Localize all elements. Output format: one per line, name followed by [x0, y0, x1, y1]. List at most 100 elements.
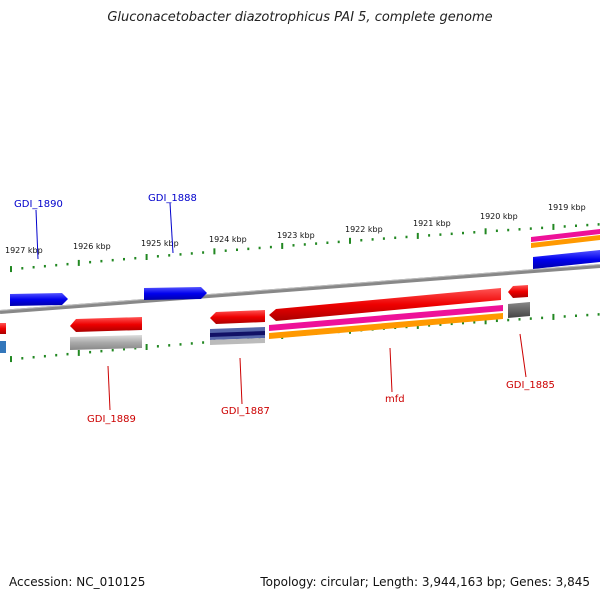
gene-arrow-gdi-1888[interactable] — [144, 287, 207, 300]
gene-arrow-gdi-1885[interactable] — [508, 285, 528, 298]
gene-label-gdi-1889[interactable]: GDI_1889 — [87, 414, 136, 425]
gene-arrow-gdi-1890[interactable] — [10, 293, 68, 306]
tick-label: 1925 kbp — [141, 239, 179, 248]
gene-label-mfd[interactable]: mfd — [385, 394, 405, 405]
minor-tick — [586, 313, 589, 317]
minor-tick — [563, 225, 566, 228]
minor-tick — [269, 245, 272, 249]
gene-arrow-mfd[interactable] — [269, 288, 501, 321]
minor-tick — [405, 235, 408, 239]
minor-tick — [303, 243, 306, 246]
major-tick — [77, 349, 80, 356]
minor-tick — [529, 227, 532, 230]
major-tick — [145, 253, 148, 260]
minor-tick — [507, 228, 510, 232]
tick-label: 1922 kbp — [345, 225, 383, 234]
minor-tick — [43, 354, 46, 358]
minor-tick — [575, 314, 577, 318]
minor-tick — [382, 237, 385, 240]
major-tick — [484, 228, 487, 235]
minor-tick — [428, 324, 431, 327]
minor-tick — [518, 228, 521, 231]
map-title: Gluconacetobacter diazotrophicus PAI 5, … — [107, 10, 493, 25]
minor-tick — [111, 258, 114, 262]
gene-labels: GDI_1890 GDI_1888 GDI_1889 GDI_1887 mfd … — [14, 193, 555, 425]
gene-arrow-right-blue[interactable] — [533, 250, 600, 269]
gene-arrow-right-pink[interactable] — [531, 229, 600, 242]
forward-features — [10, 229, 600, 306]
tick-label: 1919 kbp — [548, 203, 586, 212]
gene-feature-gdi-1887-gray[interactable] — [210, 338, 265, 345]
gene-label-gdi-1887[interactable]: GDI_1887 — [221, 406, 270, 417]
minor-tick — [326, 241, 329, 244]
minor-tick — [21, 357, 24, 360]
minor-tick — [473, 231, 476, 234]
minor-tick — [123, 347, 125, 351]
tick-label: 1923 kbp — [277, 231, 315, 240]
gene-label-gdi-1888[interactable]: GDI_1888 — [148, 193, 197, 204]
gene-arrow-gdi-1889[interactable] — [70, 317, 142, 332]
minor-tick — [32, 355, 35, 359]
minor-tick — [462, 321, 464, 325]
minor-tick — [89, 350, 92, 354]
major-tick — [213, 248, 216, 255]
genome-backbone — [0, 264, 600, 314]
minor-tick — [360, 238, 363, 242]
minor-tick — [43, 264, 46, 268]
major-tick — [416, 232, 419, 239]
minor-tick — [439, 323, 442, 326]
minor-tick — [134, 256, 137, 260]
minor-tick — [371, 238, 374, 241]
gene-feature-mfd-orange[interactable] — [269, 313, 503, 339]
tick-label: 1927 kbp — [5, 246, 43, 255]
gene-feature-gdi-1885-gray[interactable] — [508, 302, 530, 318]
minor-tick — [111, 348, 114, 352]
minor-tick — [450, 232, 453, 236]
minor-tick — [337, 240, 340, 244]
gene-arrow-left-edge-blue[interactable] — [0, 341, 6, 353]
label-leaders — [35, 202, 527, 411]
minor-tick — [507, 318, 510, 322]
minor-tick — [32, 265, 35, 269]
major-tick — [10, 356, 12, 363]
minor-tick — [495, 319, 498, 323]
gene-feature-mfd-pink[interactable] — [269, 305, 503, 331]
minor-tick — [292, 244, 295, 247]
minor-tick — [156, 255, 159, 258]
major-tick — [145, 343, 148, 350]
minor-tick — [541, 226, 544, 230]
minor-tick — [247, 247, 250, 251]
gene-label-gdi-1890[interactable]: GDI_1890 — [14, 199, 63, 210]
minor-tick — [134, 346, 137, 350]
minor-tick — [55, 263, 58, 267]
gene-arrow-left-edge-red[interactable] — [0, 323, 6, 334]
minor-tick — [495, 229, 498, 233]
minor-tick — [123, 257, 125, 261]
gene-arrow-gdi-1887[interactable] — [210, 310, 265, 324]
minor-tick — [236, 248, 238, 252]
minor-tick — [179, 343, 182, 346]
minor-tick — [541, 316, 544, 320]
minor-tick — [394, 236, 397, 240]
minor-tick — [575, 224, 577, 228]
minor-tick — [597, 223, 600, 226]
minor-tick — [100, 259, 103, 263]
minor-tick — [202, 341, 205, 344]
gene-label-gdi-1885[interactable]: GDI_1885 — [506, 380, 555, 391]
upper-tick-track — [10, 223, 600, 273]
major-tick — [484, 318, 487, 325]
minor-tick — [190, 252, 193, 255]
minor-tick — [518, 318, 521, 321]
minor-tick — [462, 231, 464, 235]
minor-tick — [597, 313, 600, 316]
gene-arrow-right-orange[interactable] — [531, 235, 600, 248]
tick-label: 1921 kbp — [413, 219, 451, 228]
minor-tick — [190, 342, 193, 345]
major-tick — [552, 313, 555, 320]
minor-tick — [428, 234, 431, 237]
minor-tick — [156, 345, 159, 348]
gene-feature-gdi-1889-gray[interactable] — [70, 335, 142, 350]
minor-tick — [55, 353, 58, 357]
tick-labels: 1927 kbp 1926 kbp 1925 kbp 1924 kbp 1923… — [5, 203, 586, 255]
